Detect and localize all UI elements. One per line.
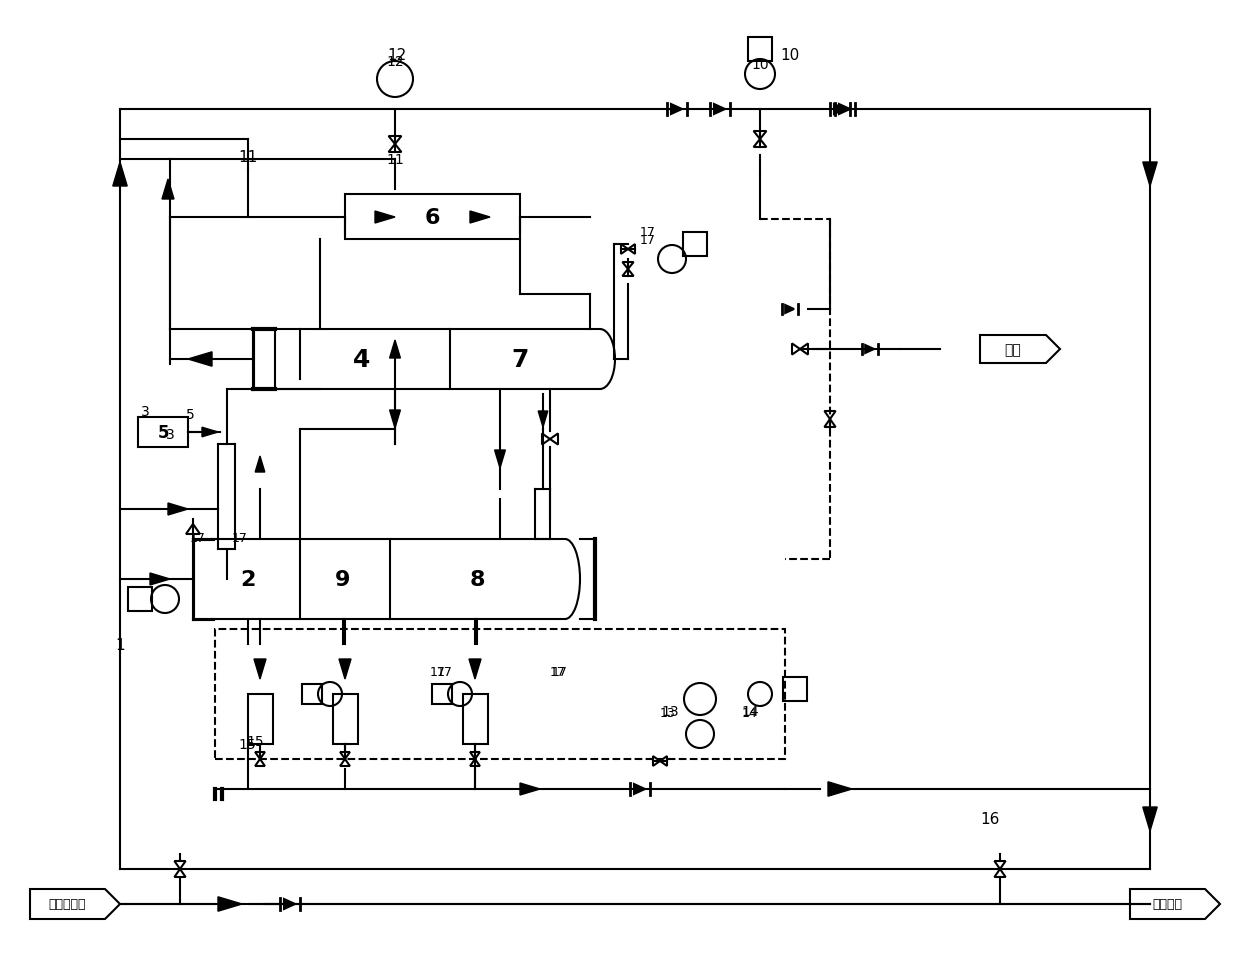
Text: 7: 7 [511, 348, 528, 372]
Bar [332, 694, 357, 744]
Text: 10: 10 [780, 47, 800, 62]
Polygon shape [828, 782, 852, 797]
Text: 17: 17 [436, 665, 453, 677]
Polygon shape [634, 784, 645, 795]
Text: 11: 11 [238, 150, 258, 166]
Polygon shape [339, 659, 351, 679]
Polygon shape [113, 163, 128, 187]
Bar [748, 38, 773, 62]
Bar [432, 684, 453, 704]
Bar [138, 418, 188, 448]
Text: 13: 13 [660, 706, 676, 720]
Polygon shape [839, 105, 849, 115]
Text: 17: 17 [640, 225, 656, 238]
Polygon shape [470, 212, 490, 224]
Polygon shape [374, 212, 396, 224]
Text: 17: 17 [190, 531, 206, 544]
Bar [683, 233, 707, 257]
Polygon shape [627, 245, 635, 255]
Text: 6: 6 [425, 207, 440, 228]
Text: 17: 17 [640, 234, 656, 246]
Polygon shape [835, 105, 844, 115]
Bar [128, 587, 153, 611]
Polygon shape [1143, 163, 1157, 187]
Polygon shape [388, 144, 402, 153]
Text: 1: 1 [115, 637, 125, 652]
Text: 17: 17 [551, 665, 565, 677]
Text: 8: 8 [469, 570, 485, 589]
Polygon shape [866, 346, 874, 354]
Polygon shape [495, 451, 506, 469]
Polygon shape [622, 269, 634, 277]
Polygon shape [389, 341, 401, 359]
Polygon shape [754, 140, 766, 148]
Polygon shape [188, 353, 212, 367]
Polygon shape [389, 411, 401, 428]
Text: 11: 11 [386, 153, 404, 167]
Text: 集输管网: 集输管网 [1152, 897, 1183, 911]
Polygon shape [714, 105, 725, 115]
Bar [215, 629, 785, 760]
Text: 10: 10 [751, 58, 769, 72]
Text: 15: 15 [238, 737, 255, 751]
Polygon shape [167, 504, 188, 516]
Polygon shape [520, 783, 539, 796]
Text: 2: 2 [241, 570, 255, 589]
Polygon shape [671, 105, 682, 115]
Text: 12: 12 [387, 47, 407, 62]
Polygon shape [469, 659, 481, 679]
Text: 4: 4 [353, 348, 371, 372]
Text: 13: 13 [661, 704, 678, 718]
Text: 17: 17 [232, 531, 248, 544]
Polygon shape [202, 427, 218, 437]
Polygon shape [218, 897, 242, 911]
Text: 返气流量计: 返气流量计 [48, 897, 87, 911]
Bar [303, 684, 322, 704]
Text: 12: 12 [386, 55, 404, 69]
Polygon shape [653, 757, 660, 766]
Polygon shape [162, 180, 174, 200]
Text: 14: 14 [742, 706, 758, 720]
Polygon shape [622, 263, 634, 269]
Polygon shape [754, 132, 766, 140]
Text: 真空: 真空 [1004, 343, 1022, 357]
Text: 14: 14 [742, 704, 759, 718]
Polygon shape [538, 412, 548, 427]
Bar [345, 195, 520, 239]
Text: 15: 15 [247, 735, 264, 748]
Text: 17: 17 [552, 665, 568, 677]
Text: 5: 5 [157, 423, 169, 442]
Polygon shape [785, 305, 794, 314]
Bar [248, 694, 273, 744]
Polygon shape [388, 137, 402, 144]
Text: 3: 3 [166, 427, 175, 442]
Polygon shape [255, 456, 265, 473]
Polygon shape [621, 245, 627, 255]
Polygon shape [150, 574, 170, 585]
Text: 5: 5 [186, 408, 195, 422]
Polygon shape [254, 659, 267, 679]
Text: 17: 17 [430, 665, 446, 677]
Polygon shape [660, 757, 667, 766]
Polygon shape [284, 899, 295, 909]
Text: 3: 3 [140, 405, 149, 419]
Bar [782, 677, 807, 702]
Bar [463, 694, 487, 744]
Polygon shape [1143, 807, 1157, 831]
Text: 16: 16 [981, 812, 999, 827]
Text: 9: 9 [335, 570, 351, 589]
